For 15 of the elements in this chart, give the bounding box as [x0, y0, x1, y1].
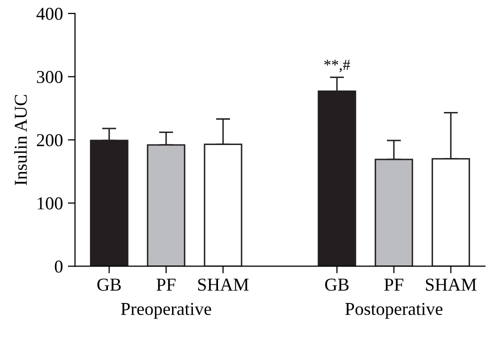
- x-tick-label: PF: [384, 278, 404, 291]
- x-tick-label: SHAM: [198, 278, 249, 291]
- y-tick-label: 0: [54, 260, 63, 273]
- annotation: **,#: [324, 60, 350, 72]
- text: Postoperative: [345, 302, 442, 319]
- x-tick-label: PF: [156, 278, 176, 291]
- y-tick-label: 200: [36, 134, 63, 146]
- x-tick-label: GB: [97, 278, 121, 291]
- y-tick-label: 100: [38, 197, 63, 210]
- y-tick-label: 300: [36, 70, 63, 84]
- y-axis-title: Insulin AUC: [14, 94, 27, 186]
- x-tick-label: GB: [325, 278, 349, 291]
- x-tick-label: SHAM: [426, 278, 476, 291]
- y-tick-label: 400: [36, 8, 63, 20]
- text: Preoperative: [121, 302, 212, 319]
